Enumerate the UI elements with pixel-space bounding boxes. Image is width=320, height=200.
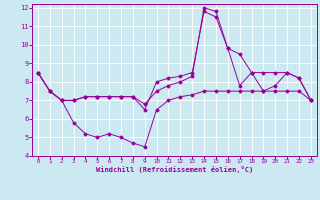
X-axis label: Windchill (Refroidissement éolien,°C): Windchill (Refroidissement éolien,°C) xyxy=(96,166,253,173)
